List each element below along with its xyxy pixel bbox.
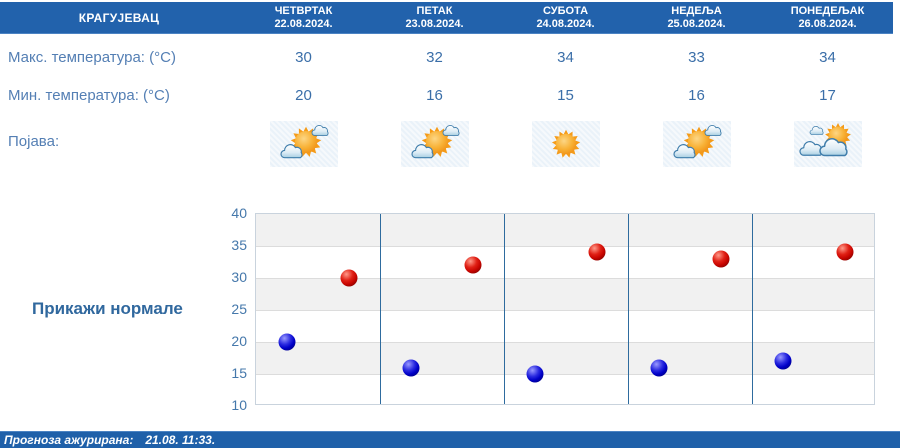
min-temp-point-day-4 [650, 359, 668, 377]
max-temp-point-day-5 [836, 243, 854, 261]
min-temp-day-5: 17 [819, 87, 836, 104]
day-date: 26.08.2024. [798, 17, 857, 30]
temperature-chart [255, 213, 875, 405]
min-temp-day-3: 15 [557, 87, 574, 104]
day-date: 24.08.2024. [536, 17, 595, 30]
forecast-header-bar: КРАГУЈЕВАЦ ЧЕТВРТАК 22.08.2024. ПЕТАК 23.08… [0, 2, 893, 34]
y-tick-10: 10 [231, 397, 247, 413]
forecast-updated-label: Прогноза ажурирана: [4, 433, 134, 447]
max-temp-point-day-1 [340, 269, 358, 287]
chart-band [256, 342, 874, 374]
chart-gridline [256, 278, 874, 279]
min-temp-point-day-1 [278, 333, 296, 351]
y-tick-35: 35 [231, 237, 247, 253]
y-tick-25: 25 [231, 301, 247, 317]
day-date: 23.08.2024. [405, 17, 464, 30]
max-temp-point-day-2 [464, 256, 482, 274]
min-temp-point-day-5 [774, 352, 792, 370]
chart-gridline [256, 246, 874, 247]
min-temp-day-4: 16 [688, 87, 705, 104]
max-temperature-label: Макс. температура: (°C) [8, 49, 176, 66]
min-temp-day-2: 16 [426, 87, 443, 104]
max-temp-point-day-3 [588, 243, 606, 261]
day-name: СУБОТА [542, 4, 589, 17]
weather-icon-mostly-cloudy [793, 121, 862, 167]
chart-day-separator [504, 214, 505, 404]
chart-gridline [256, 342, 874, 343]
max-temp-day-3: 34 [557, 49, 574, 66]
max-temp-day-2: 32 [426, 49, 443, 66]
min-temp-day-1: 20 [295, 87, 312, 104]
phenomena-label: Појава: [8, 133, 60, 150]
max-temp-day-5: 34 [819, 49, 836, 66]
chart-gridline [256, 310, 874, 311]
footer-status-bar: Прогноза ажурирана: 21.08. 11:33. [0, 431, 900, 448]
day-name: ПЕТАК [416, 4, 453, 17]
weather-icon-sun-small-clouds [662, 121, 731, 167]
day-header-4: НЕДЕЉА 25.08.2024. [631, 2, 762, 33]
chart-day-separator [380, 214, 381, 404]
chart-gridline [256, 374, 874, 375]
max-temp-day-4: 33 [688, 49, 705, 66]
chart-day-separator [752, 214, 753, 404]
min-temp-point-day-2 [402, 359, 420, 377]
day-name: НЕДЕЉА [671, 4, 722, 17]
y-tick-20: 20 [231, 333, 247, 349]
day-name: ПОНЕДЕЉАК [790, 4, 865, 17]
y-tick-30: 30 [231, 269, 247, 285]
chart-band [256, 214, 874, 246]
weather-icon-sun-small-clouds [269, 121, 338, 167]
city-name: КРАГУЈЕВАЦ [78, 10, 160, 25]
min-temperature-label: Мин. температура: (°C) [8, 87, 170, 104]
day-header-1: ЧЕТВРТАК 22.08.2024. [238, 2, 369, 33]
max-temp-point-day-4 [712, 250, 730, 268]
day-date: 22.08.2024. [274, 17, 333, 30]
max-temp-day-1: 30 [295, 49, 312, 66]
min-temp-point-day-3 [526, 365, 544, 383]
y-tick-15: 15 [231, 365, 247, 381]
day-name: ЧЕТВРТАК [274, 4, 333, 17]
weather-icon-sunny [531, 121, 600, 167]
show-normals-button[interactable]: Прикажи нормале [32, 299, 183, 318]
day-header-5: ПОНЕДЕЉАК 26.08.2024. [762, 2, 893, 33]
forecast-updated-time: 21.08. 11:33. [145, 433, 216, 447]
chart-band [256, 278, 874, 310]
day-header-3: СУБОТА 24.08.2024. [500, 2, 631, 33]
day-header-2: ПЕТАК 23.08.2024. [369, 2, 500, 33]
weather-icon-sun-small-clouds [400, 121, 469, 167]
day-date: 25.08.2024. [667, 17, 726, 30]
chart-day-separator [628, 214, 629, 404]
y-tick-40: 40 [231, 205, 247, 221]
